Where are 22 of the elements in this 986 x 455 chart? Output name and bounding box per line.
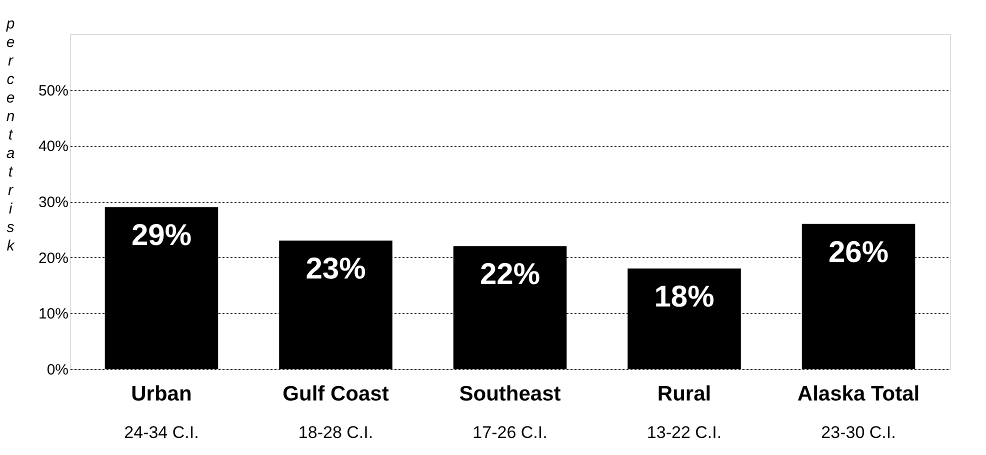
text: 13-22 C.I. <box>646 423 722 442</box>
text: 24-34 C.I. <box>124 423 199 442</box>
text: 18-28 C.I. <box>298 423 374 442</box>
data-label: 22% <box>480 258 540 292</box>
y-tick-label: 0% <box>46 362 68 378</box>
x-tick-label: Urban <box>131 382 192 406</box>
y-tick-label: 30% <box>38 194 68 211</box>
data-label: 18% <box>654 280 714 314</box>
x-tick-label: Alaska Total <box>797 382 920 406</box>
y-tick-label: 20% <box>38 250 68 267</box>
text: 17-26 C.I. <box>472 423 548 442</box>
text: 23-30 C.I. <box>821 423 896 442</box>
data-label: 23% <box>306 252 366 286</box>
x-tick-label: Southeast <box>459 382 561 406</box>
x-tick-label: Rural <box>657 382 712 406</box>
x-tick-label: Gulf Coast <box>282 382 389 406</box>
y-tick-label: 40% <box>38 138 68 156</box>
text: percent at risk <box>6 16 15 254</box>
y-tick-label: 10% <box>38 306 68 323</box>
data-label: 26% <box>828 236 889 269</box>
y-tick-label: 50% <box>38 82 68 100</box>
data-label: 29% <box>131 219 192 252</box>
